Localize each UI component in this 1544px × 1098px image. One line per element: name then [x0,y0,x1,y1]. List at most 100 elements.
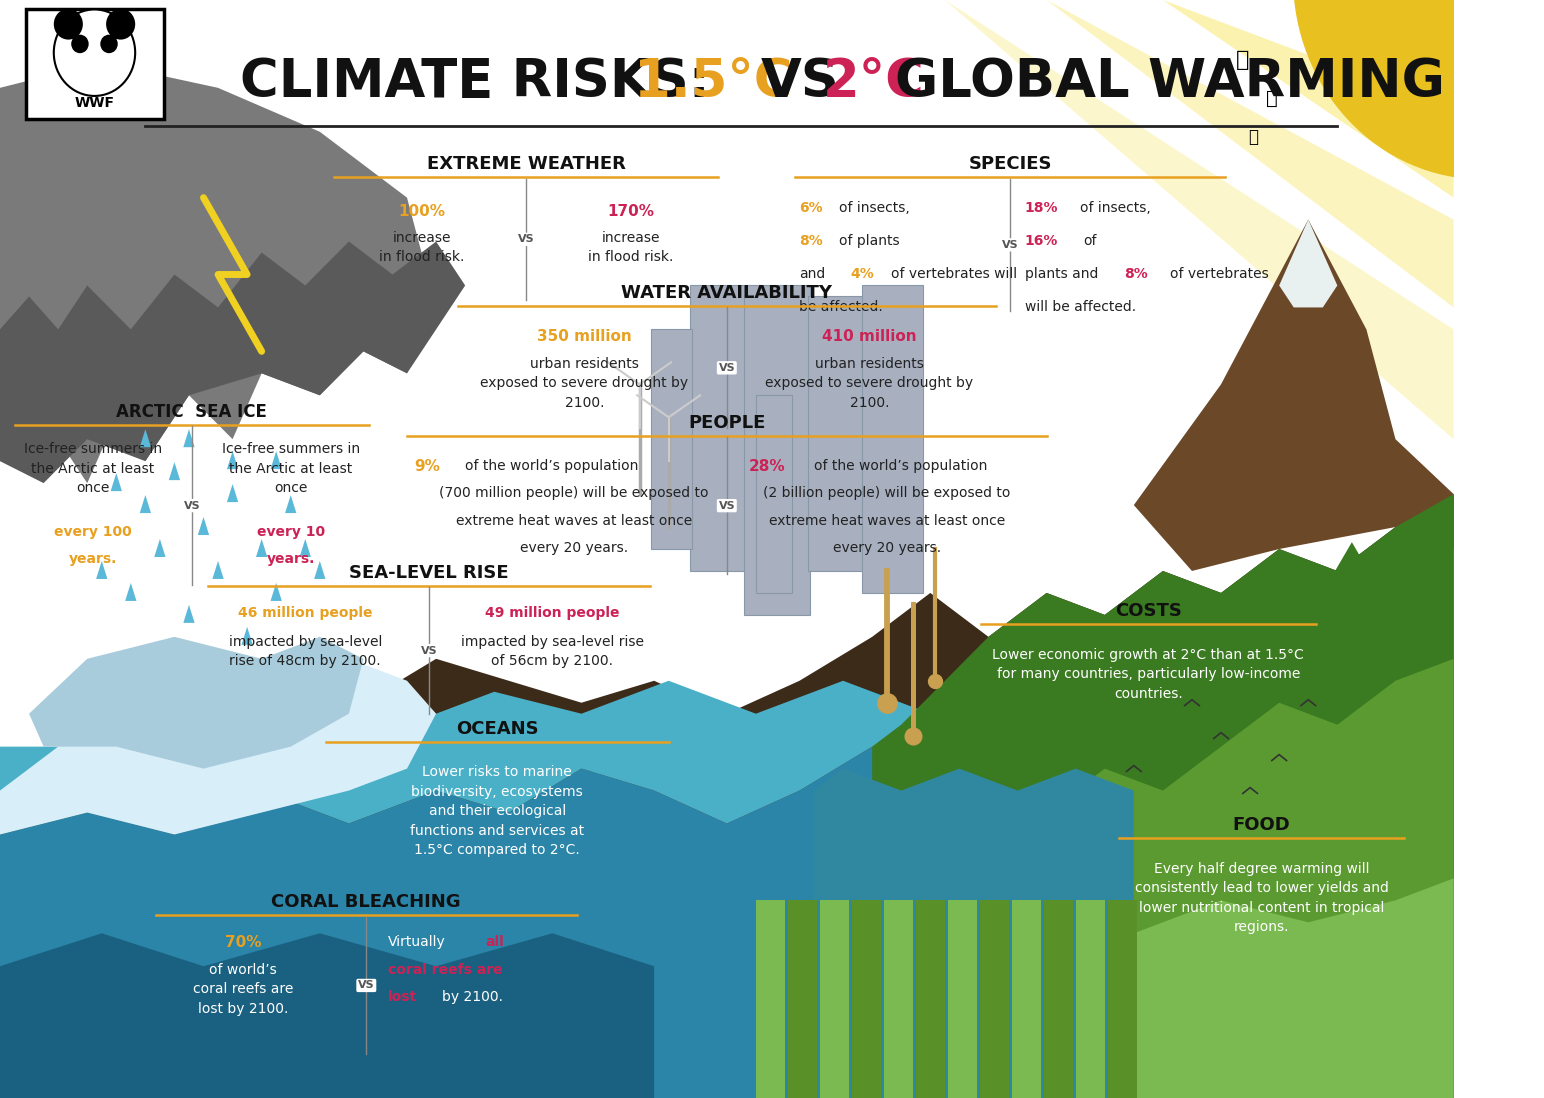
Text: WATER AVAILABILITY: WATER AVAILABILITY [621,284,832,302]
Polygon shape [1047,0,1453,307]
Polygon shape [0,0,465,483]
Text: 18%: 18% [1025,201,1058,215]
Polygon shape [286,495,296,513]
Polygon shape [227,451,238,469]
Text: 16%: 16% [1025,234,1058,248]
Text: VS: VS [420,646,437,656]
Text: every 100: every 100 [54,525,131,539]
Text: of insects,: of insects, [1081,201,1150,215]
Bar [883,900,913,1098]
Polygon shape [1209,623,1261,679]
Polygon shape [1326,542,1379,587]
Bar [744,285,809,615]
Polygon shape [139,429,151,447]
Polygon shape [29,637,363,769]
Text: VS: VS [718,362,735,373]
Text: of plants: of plants [838,234,899,248]
Text: 🐝: 🐝 [1266,89,1278,109]
Circle shape [107,9,136,40]
Polygon shape [213,561,224,579]
Text: (700 million people) will be exposed to: (700 million people) will be exposed to [440,486,709,501]
Polygon shape [154,539,165,557]
Text: extreme heat waves at least once: extreme heat waves at least once [455,514,692,528]
Text: of the world’s population: of the world’s population [814,459,988,473]
Bar [808,296,863,571]
Text: every 20 years.: every 20 years. [832,541,940,556]
Text: Ice-free summers in
the Arctic at least
once: Ice-free summers in the Arctic at least … [25,442,162,495]
Polygon shape [945,0,1453,439]
Text: urban residents
exposed to severe drought by
2100.: urban residents exposed to severe drough… [480,357,689,410]
Text: 2°C: 2°C [823,56,925,109]
Text: 49 million people: 49 million people [485,606,619,620]
Text: PEOPLE: PEOPLE [689,414,766,432]
Text: impacted by sea-level rise
of 56cm by 2100.: impacted by sea-level rise of 56cm by 21… [460,635,644,669]
Polygon shape [184,429,195,447]
Text: EXTREME WEATHER: EXTREME WEATHER [426,156,625,173]
Text: WWF: WWF [73,37,116,53]
Text: FOOD: FOOD [1232,817,1291,834]
Polygon shape [1136,575,1189,620]
Text: 🐝: 🐝 [1237,51,1249,70]
Polygon shape [168,462,181,480]
Text: 9%: 9% [414,459,440,474]
Text: Virtually: Virtually [388,935,446,950]
Text: CORAL BLEACHING: CORAL BLEACHING [272,894,462,911]
Text: be affected.: be affected. [800,300,883,314]
Polygon shape [1278,220,1337,307]
Polygon shape [111,473,122,491]
Text: VS: VS [358,981,375,990]
Polygon shape [0,0,435,483]
Bar [787,900,817,1098]
Bar [948,900,977,1098]
Polygon shape [313,561,326,579]
Polygon shape [0,933,655,1098]
Polygon shape [184,605,195,623]
Text: 8%: 8% [800,234,823,248]
Polygon shape [139,495,151,513]
Text: OCEANS: OCEANS [455,720,539,738]
Circle shape [1294,0,1544,179]
Circle shape [54,10,136,96]
Bar [820,900,849,1098]
Polygon shape [0,681,988,834]
Text: SPECIES: SPECIES [968,156,1051,173]
Text: lost: lost [388,990,417,1005]
Polygon shape [125,583,136,601]
Text: VS: VS [517,234,534,245]
Circle shape [54,9,83,40]
Text: increase
in flood risk.: increase in flood risk. [588,231,673,265]
Bar [652,329,692,549]
Polygon shape [198,517,208,535]
Text: 28%: 28% [749,459,786,474]
Text: 6%: 6% [800,201,823,215]
Bar [690,285,746,571]
Bar [862,285,923,593]
Polygon shape [1238,564,1291,609]
Bar [757,395,792,593]
Text: will be affected.: will be affected. [1025,300,1136,314]
Text: 8%: 8% [1124,267,1147,281]
Text: every 10: every 10 [256,525,324,539]
Text: Every half degree warming will
consistently lead to lower yields and
lower nutri: Every half degree warming will consisten… [1135,862,1388,934]
Text: 410 million: 410 million [821,329,917,345]
Text: VS: VS [1002,239,1019,250]
Polygon shape [1166,604,1218,654]
Polygon shape [872,494,1453,1098]
Text: and: and [800,267,826,281]
Text: extreme heat waves at least once: extreme heat waves at least once [769,514,1005,528]
Text: increase
in flood risk.: increase in flood risk. [378,231,465,265]
Polygon shape [256,539,267,557]
Polygon shape [1297,612,1349,668]
Text: 🐝: 🐝 [1248,128,1258,146]
Text: Lower economic growth at 2°C than at 1.5°C
for many countries, particularly low-: Lower economic growth at 2°C than at 1.5… [993,648,1305,701]
Text: of vertebrates will: of vertebrates will [891,267,1017,281]
Text: Lower risks to marine
biodiversity, ecosystems
and their ecological
functions an: Lower risks to marine biodiversity, ecos… [411,765,584,858]
Text: SEA-LEVEL RISE: SEA-LEVEL RISE [349,564,508,582]
Text: plants and: plants and [1025,267,1098,281]
Polygon shape [1340,582,1393,632]
Text: every 20 years.: every 20 years. [520,541,628,556]
Bar [757,900,784,1098]
Text: 350 million: 350 million [537,329,631,345]
Bar [916,900,945,1098]
Polygon shape [0,659,435,834]
